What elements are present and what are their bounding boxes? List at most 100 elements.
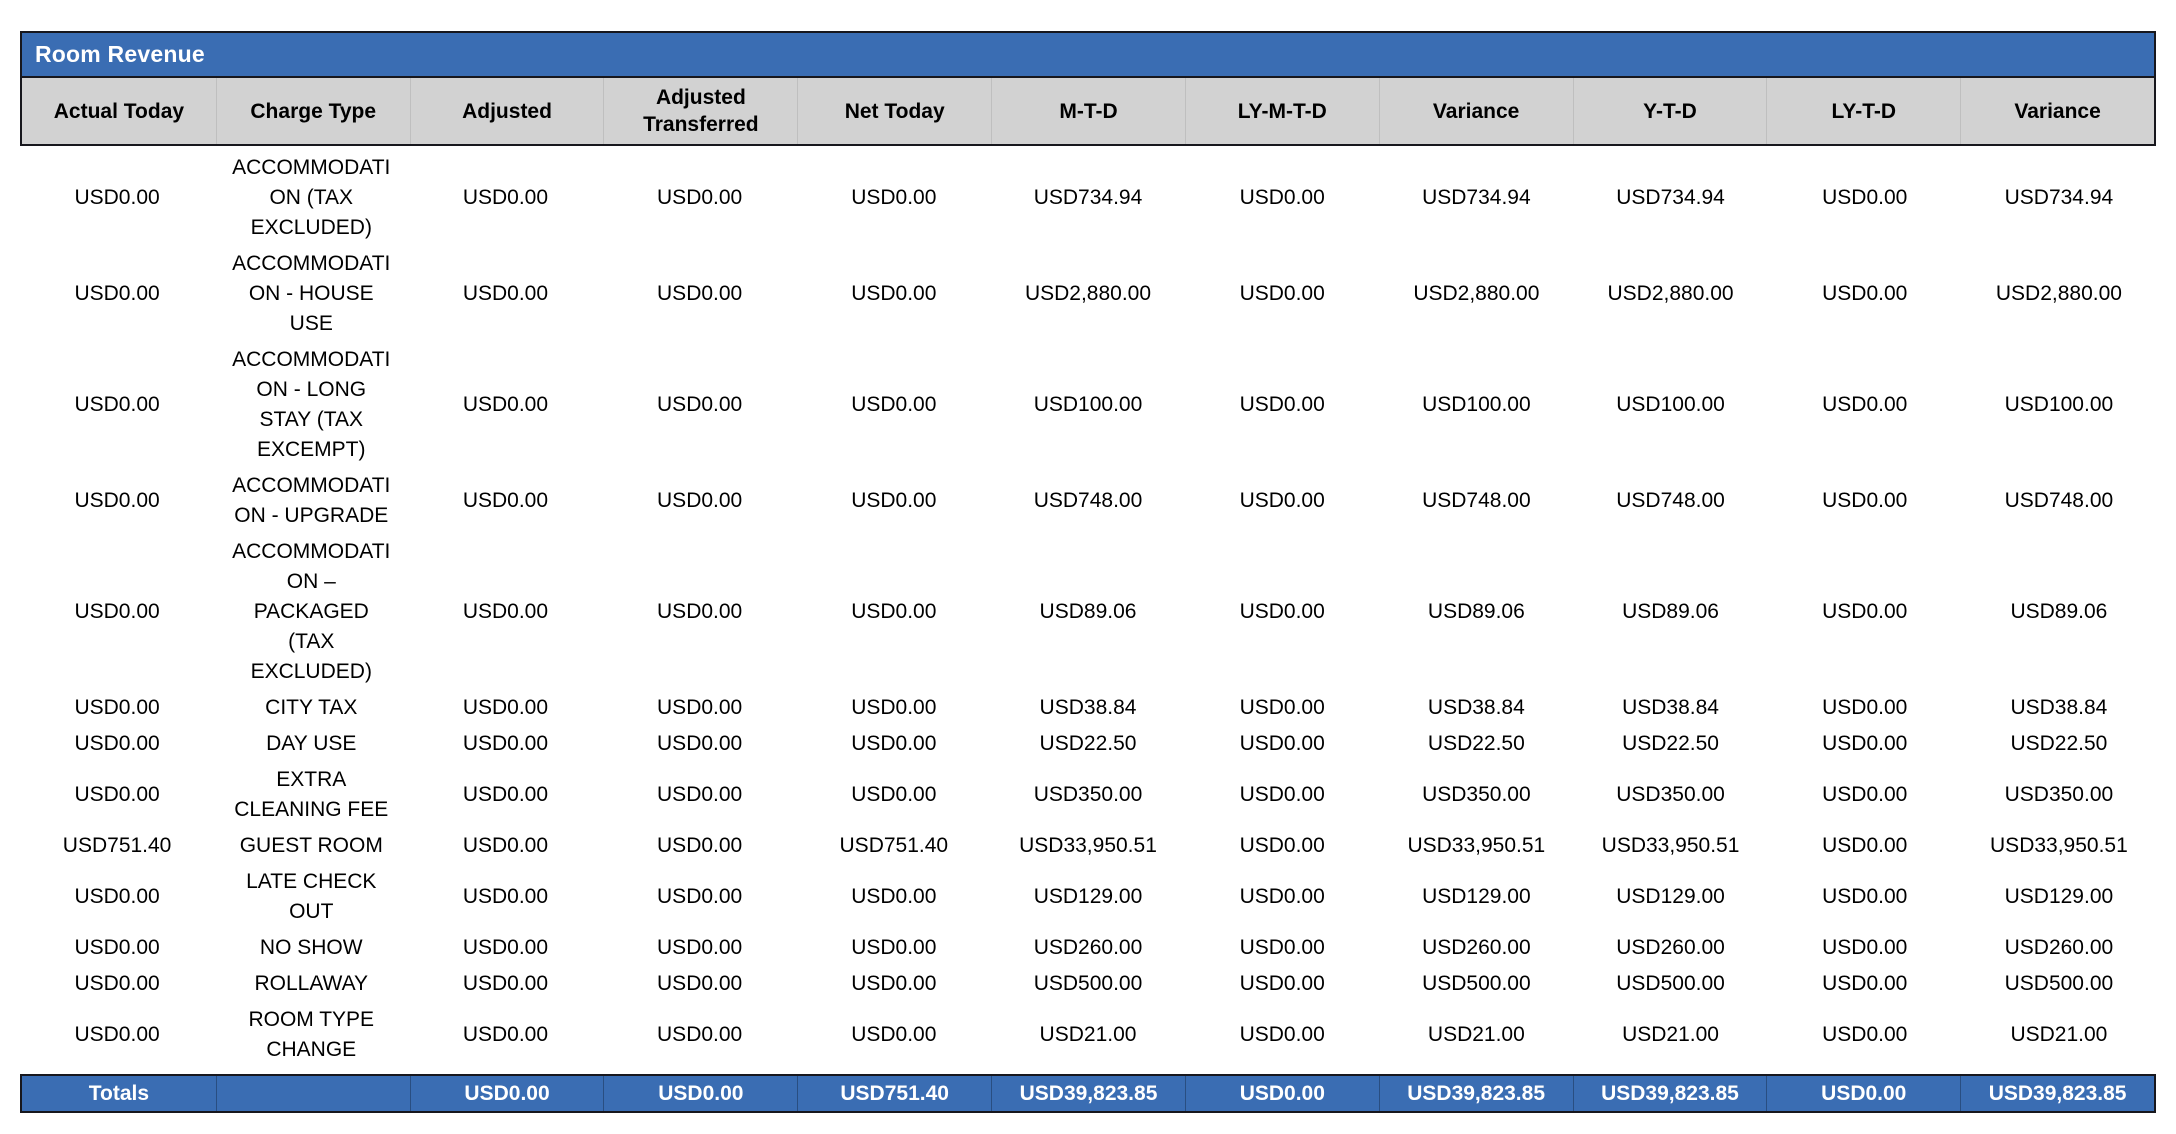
amount-cell: USD0.00 xyxy=(1239,783,1325,806)
amount-cell: USD0.00 xyxy=(462,885,549,908)
amount-cell: USD260.00 xyxy=(1422,936,1531,959)
totals-amount-cell: USD39,823.85 xyxy=(991,1076,1185,1111)
totals-amount-cell: USD0.00 xyxy=(1766,1076,1960,1111)
amount-cell: USD0.00 xyxy=(74,972,160,995)
table-row: USD0.00 ACCOMMODATI ON (TAX EXCLUDED) USD0… xyxy=(20,150,2156,246)
amount-cell: USD0.00 xyxy=(657,282,743,305)
column-header: Variance xyxy=(1960,78,2154,144)
totals-row: Totals USD0.00 USD0.00 USD751.40 USD39,823.8… xyxy=(20,1074,2156,1113)
amount-cell: USD0.00 xyxy=(74,489,160,512)
amount-cell: USD0.00 xyxy=(74,393,160,416)
amount-cell: USD22.50 xyxy=(2010,732,2108,755)
amount-cell: USD0.00 xyxy=(1822,696,1908,719)
amount-cell: USD2,880.00 xyxy=(1995,282,2122,305)
amount-cell: USD0.00 xyxy=(74,936,160,959)
amount-cell: USD89.06 xyxy=(1427,600,1525,623)
amount-cell: USD0.00 xyxy=(851,600,937,623)
amount-cell: USD100.00 xyxy=(2004,393,2114,416)
amount-cell: USD0.00 xyxy=(1822,936,1908,959)
amount-cell: USD0.00 xyxy=(851,282,937,305)
column-header: Net Today xyxy=(797,78,991,144)
amount-cell: USD734.94 xyxy=(1033,186,1143,209)
table-row: USD751.40 GUEST ROOM USD0.00 USD0.00 USD751.… xyxy=(20,828,2156,864)
amount-cell: USD260.00 xyxy=(1616,936,1725,959)
amount-cell: USD129.00 xyxy=(1033,885,1143,908)
amount-cell: USD0.00 xyxy=(462,489,549,512)
amount-cell: USD0.00 xyxy=(657,972,743,995)
charge-type-cell: GUEST ROOM xyxy=(239,834,383,857)
table-row: USD0.00 ACCOMMODATI ON – PACKAGED (TAX EX… xyxy=(20,534,2156,690)
totals-amount-cell: USD0.00 xyxy=(603,1076,797,1111)
room-revenue-report: Room Revenue Actual Today Charge Type Adju… xyxy=(20,31,2156,1113)
amount-cell: USD0.00 xyxy=(1822,1023,1908,1046)
totals-amount-cell: USD0.00 xyxy=(409,1076,604,1111)
table-row: USD0.00 CITY TAX USD0.00 USD0.00 USD0.00 USD3… xyxy=(20,690,2156,726)
amount-cell: USD100.00 xyxy=(1422,393,1531,416)
amount-cell: USD0.00 xyxy=(657,489,743,512)
column-header: Charge Type xyxy=(215,78,410,144)
amount-cell: USD0.00 xyxy=(462,696,549,719)
amount-cell: USD0.00 xyxy=(1239,696,1325,719)
amount-cell: USD0.00 xyxy=(462,1023,549,1046)
amount-cell: USD0.00 xyxy=(1239,732,1325,755)
amount-cell: USD33,950.51 xyxy=(1990,834,2128,857)
table-row: USD0.00 EXTRA CLEANING FEE USD0.00 USD0.00 U… xyxy=(20,762,2156,828)
amount-cell: USD0.00 xyxy=(1239,972,1325,995)
table-row: USD0.00 ACCOMMODATI ON - HOUSE USE USD0.00… xyxy=(20,246,2156,342)
charge-type-cell: ROLLAWAY xyxy=(254,972,369,995)
amount-cell: USD0.00 xyxy=(462,936,549,959)
amount-cell: USD0.00 xyxy=(462,186,549,209)
table-row: USD0.00 ACCOMMODATI ON - LONG STAY (TAX E… xyxy=(20,342,2156,468)
table-row: USD0.00 ACCOMMODATI ON - UPGRADE USD0.00 US… xyxy=(20,468,2156,534)
amount-cell: USD0.00 xyxy=(657,783,743,806)
charge-type-cell: ACCOMMODATI ON - UPGRADE xyxy=(232,474,391,527)
amount-cell: USD0.00 xyxy=(657,936,743,959)
amount-cell: USD0.00 xyxy=(851,489,937,512)
column-header: Adjusted xyxy=(409,78,604,144)
amount-cell: USD734.94 xyxy=(2004,186,2114,209)
amount-cell: USD0.00 xyxy=(1239,489,1325,512)
amount-cell: USD89.06 xyxy=(1622,600,1719,623)
amount-cell: USD0.00 xyxy=(657,696,743,719)
amount-cell: USD38.84 xyxy=(1622,696,1719,719)
amount-cell: USD129.00 xyxy=(1616,885,1725,908)
totals-label: Totals xyxy=(88,1081,150,1105)
charge-type-cell: DAY USE xyxy=(266,732,357,755)
amount-cell: USD0.00 xyxy=(462,600,549,623)
amount-cell: USD0.00 xyxy=(1822,783,1908,806)
amount-cell: USD0.00 xyxy=(74,282,160,305)
amount-cell: USD748.00 xyxy=(1422,489,1531,512)
amount-cell: USD500.00 xyxy=(1616,972,1725,995)
amount-cell: USD0.00 xyxy=(851,936,937,959)
column-header: Variance xyxy=(1378,78,1573,144)
amount-cell: USD0.00 xyxy=(657,600,743,623)
amount-cell: USD0.00 xyxy=(1822,834,1908,857)
amount-cell: USD0.00 xyxy=(851,393,937,416)
amount-cell: USD89.06 xyxy=(1039,600,1137,623)
amount-cell: USD0.00 xyxy=(1822,885,1908,908)
amount-cell: USD89.06 xyxy=(2010,600,2108,623)
amount-cell: USD0.00 xyxy=(74,732,160,755)
amount-cell: USD0.00 xyxy=(1239,186,1325,209)
amount-cell: USD0.00 xyxy=(657,885,743,908)
column-header: M-T-D xyxy=(991,78,1185,144)
amount-cell: USD0.00 xyxy=(1822,600,1908,623)
amount-cell: USD38.84 xyxy=(2010,696,2108,719)
amount-cell: USD748.00 xyxy=(1033,489,1143,512)
amount-cell: USD129.00 xyxy=(1422,885,1531,908)
amount-cell: USD751.40 xyxy=(839,834,949,857)
amount-cell: USD0.00 xyxy=(74,600,160,623)
charge-type-cell: ACCOMMODATI ON - LONG STAY (TAX EXCEMPT) xyxy=(232,348,391,461)
amount-cell: USD2,880.00 xyxy=(1024,282,1152,305)
amount-cell: USD22.50 xyxy=(1427,732,1525,755)
charge-type-cell: LATE CHECK OUT xyxy=(246,870,377,923)
amount-cell: USD0.00 xyxy=(1239,282,1325,305)
table-header-row: Actual Today Charge Type Adjusted Adjusted … xyxy=(20,78,2156,146)
amount-cell: USD751.40 xyxy=(62,834,172,857)
amount-cell: USD33,950.51 xyxy=(1407,834,1546,857)
column-header: LY-T-D xyxy=(1766,78,1960,144)
amount-cell: USD0.00 xyxy=(851,732,937,755)
report-title: Room Revenue xyxy=(35,41,205,67)
amount-cell: USD22.50 xyxy=(1039,732,1137,755)
amount-cell: USD100.00 xyxy=(1033,393,1143,416)
